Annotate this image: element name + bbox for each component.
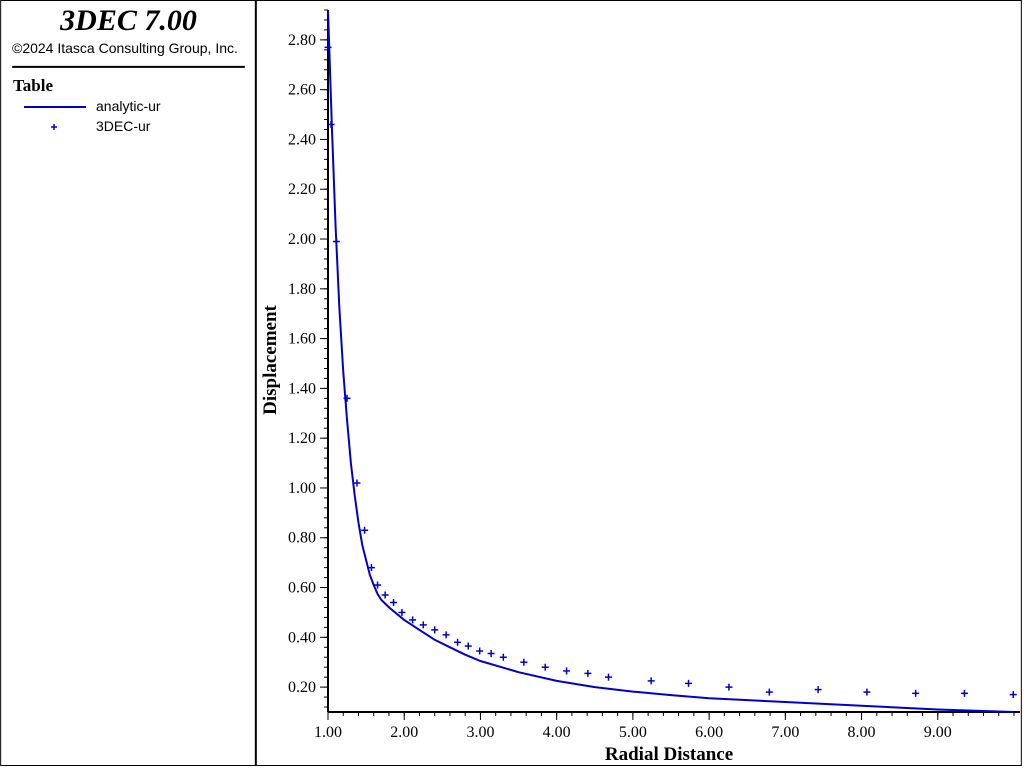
data-point-3DEC-ur xyxy=(499,653,507,661)
y-tick-label: 1.00 xyxy=(288,480,316,497)
y-tick-label: 1.20 xyxy=(288,430,316,447)
x-tick-label: 7.00 xyxy=(771,724,799,741)
data-point-3DEC-ur xyxy=(960,689,968,697)
y-tick-label: 1.80 xyxy=(288,281,316,298)
x-tick-label: 2.00 xyxy=(390,724,418,741)
y-tick-label: 1.40 xyxy=(288,380,316,397)
legend-title: Table xyxy=(13,76,54,95)
y-tick-label: 0.80 xyxy=(288,530,316,547)
data-point-3DEC-ur xyxy=(419,621,427,629)
x-tick-label: 1.00 xyxy=(314,724,342,741)
y-tick-label: 2.80 xyxy=(288,32,316,49)
data-point-3DEC-ur xyxy=(374,581,382,589)
y-tick-label: 0.20 xyxy=(288,679,316,696)
data-point-3DEC-ur xyxy=(398,608,406,616)
y-tick-label: 2.20 xyxy=(288,181,316,198)
data-point-3DEC-ur xyxy=(381,591,389,599)
data-point-3DEC-ur xyxy=(454,638,462,646)
data-point-3DEC-ur xyxy=(332,238,340,246)
data-point-3DEC-ur xyxy=(476,647,484,655)
y-tick-label: 2.60 xyxy=(288,82,316,99)
data-point-3DEC-ur xyxy=(442,631,450,639)
data-point-3DEC-ur xyxy=(487,650,495,657)
data-point-3DEC-ur xyxy=(431,626,439,634)
data-point-3DEC-ur xyxy=(409,616,417,624)
data-point-3DEC-ur xyxy=(604,673,612,681)
y-tick-label: 1.60 xyxy=(288,331,316,348)
x-tick-label: 3.00 xyxy=(466,724,494,741)
data-point-3DEC-ur xyxy=(814,686,822,694)
data-point-3DEC-ur xyxy=(563,667,571,675)
x-axis-title: Radial Distance xyxy=(605,744,733,765)
series-layer xyxy=(324,9,1017,713)
data-point-3DEC-ur xyxy=(361,526,369,534)
x-tick-label: 6.00 xyxy=(695,724,723,741)
data-point-3DEC-ur xyxy=(324,43,332,51)
y-tick-label: 0.40 xyxy=(288,629,316,646)
data-point-3DEC-ur xyxy=(353,479,361,487)
x-tick-label: 8.00 xyxy=(848,724,876,741)
data-point-3DEC-ur xyxy=(520,658,528,666)
data-point-3DEC-ur xyxy=(367,564,375,572)
data-point-3DEC-ur xyxy=(647,677,655,685)
data-point-3DEC-ur xyxy=(863,688,871,696)
app-title: 3DEC 7.00 xyxy=(60,4,197,37)
y-axis-title: Displacement xyxy=(260,304,281,414)
series-line-analytic-ur xyxy=(327,9,1015,713)
data-point-3DEC-ur xyxy=(327,121,335,129)
y-tick-label: 0.60 xyxy=(288,580,316,597)
data-point-3DEC-ur xyxy=(343,394,351,402)
legend-item-3dec-ur: 3DEC-ur xyxy=(96,118,151,134)
data-point-3DEC-ur xyxy=(1009,691,1017,699)
data-point-3DEC-ur xyxy=(584,669,592,677)
data-point-3DEC-ur xyxy=(765,688,773,696)
legend-symbols xyxy=(24,106,86,130)
legend-item-analytic-ur: analytic-ur xyxy=(96,98,161,114)
y-tick-label: 2.40 xyxy=(288,131,316,148)
data-point-3DEC-ur xyxy=(390,598,398,606)
data-point-3DEC-ur xyxy=(685,679,693,687)
x-tick-label: 5.00 xyxy=(619,724,647,741)
legend-plus-symbol xyxy=(51,124,57,130)
data-point-3DEC-ur xyxy=(464,642,472,650)
data-point-3DEC-ur xyxy=(541,663,549,671)
legend-panel: 3DEC 7.00 ©2024 Itasca Consulting Group,… xyxy=(0,0,257,767)
axes: 1.00 2.00 3.00 4.00 5.00 6.00 7.00 8.00 9.00 0.20… xyxy=(288,9,1020,741)
x-tick-label: 9.00 xyxy=(924,724,952,741)
x-tick-label: 4.00 xyxy=(543,724,571,741)
data-point-3DEC-ur xyxy=(725,683,733,691)
y-tick-label: 2.00 xyxy=(288,231,316,248)
data-point-3DEC-ur xyxy=(912,689,920,697)
copyright-text: ©2024 Itasca Consulting Group, Inc. xyxy=(12,40,238,56)
